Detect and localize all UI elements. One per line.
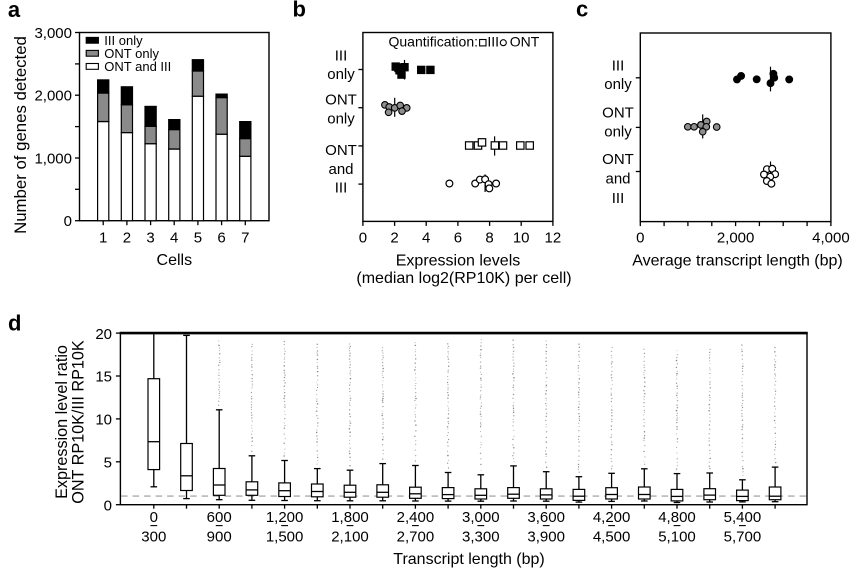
svg-text:1,500: 1,500 <box>266 528 304 545</box>
svg-text:10: 10 <box>95 412 112 429</box>
svg-text:5,100: 5,100 <box>658 528 696 545</box>
svg-text:3,300: 3,300 <box>462 528 500 545</box>
svg-text:1,800: 1,800 <box>331 509 369 526</box>
svg-text:d: d <box>8 311 21 336</box>
svg-text:4: 4 <box>422 229 430 246</box>
svg-text:III: III <box>335 48 348 65</box>
svg-text:III: III <box>487 33 499 49</box>
svg-text:15: 15 <box>95 369 112 386</box>
svg-text:ONT: ONT <box>325 142 357 159</box>
svg-text:0: 0 <box>150 509 158 526</box>
svg-text:2: 2 <box>390 229 398 246</box>
svg-text:3,000: 3,000 <box>34 25 72 42</box>
svg-text:8: 8 <box>485 229 493 246</box>
svg-text:only: only <box>327 111 355 128</box>
svg-text:2,000: 2,000 <box>717 229 755 246</box>
svg-text:6: 6 <box>217 230 225 247</box>
svg-text:1,200: 1,200 <box>266 509 304 526</box>
svg-text:Expression levels: Expression levels <box>396 253 521 270</box>
svg-text:only: only <box>604 124 632 141</box>
svg-text:III: III <box>335 179 348 196</box>
svg-text:only: only <box>327 66 355 83</box>
svg-text:0: 0 <box>64 213 72 230</box>
svg-text:b: b <box>293 0 306 22</box>
svg-text:3,900: 3,900 <box>527 528 565 545</box>
svg-text:III: III <box>612 190 625 207</box>
svg-text:2,700: 2,700 <box>397 528 435 545</box>
svg-text:2,100: 2,100 <box>331 528 369 545</box>
svg-text:2: 2 <box>123 230 131 247</box>
svg-text:Average transcript length (bp): Average transcript length (bp) <box>632 253 842 270</box>
svg-text:0: 0 <box>104 497 112 514</box>
svg-text:900: 900 <box>207 528 232 545</box>
svg-text:3,000: 3,000 <box>462 509 500 526</box>
svg-text:300: 300 <box>141 528 166 545</box>
svg-text:5,400: 5,400 <box>724 509 762 526</box>
svg-text:ONT: ONT <box>602 151 634 168</box>
svg-text:5,700: 5,700 <box>724 528 762 545</box>
svg-text:3,600: 3,600 <box>527 509 565 526</box>
svg-text:10: 10 <box>513 229 530 246</box>
svg-text:4,000: 4,000 <box>812 229 850 246</box>
svg-text:1,000: 1,000 <box>34 151 72 168</box>
svg-text:and: and <box>328 161 353 178</box>
svg-text:600: 600 <box>207 509 232 526</box>
svg-text:ONT: ONT <box>602 104 634 121</box>
svg-text:Number of genes detected: Number of genes detected <box>11 36 30 234</box>
svg-text:12: 12 <box>545 229 562 246</box>
svg-text:2,400: 2,400 <box>397 509 435 526</box>
svg-text:Expression level ratio: Expression level ratio <box>53 345 71 499</box>
svg-text:ONT: ONT <box>510 33 540 49</box>
svg-text:(median log2(RP10K) per cell): (median log2(RP10K) per cell) <box>356 270 571 287</box>
svg-text:3: 3 <box>146 230 154 247</box>
svg-text:5: 5 <box>194 230 202 247</box>
svg-text:0: 0 <box>636 229 644 246</box>
svg-text:0: 0 <box>359 229 367 246</box>
svg-text:4: 4 <box>170 230 178 247</box>
svg-text:a: a <box>8 0 21 22</box>
svg-text:ONT only: ONT only <box>104 46 159 61</box>
svg-text:5: 5 <box>104 455 112 472</box>
svg-text:III only: III only <box>104 33 143 48</box>
svg-text:and: and <box>605 170 630 187</box>
svg-text:c: c <box>576 0 588 22</box>
svg-text:III: III <box>612 58 625 75</box>
svg-text:1: 1 <box>99 230 107 247</box>
svg-text:Cells: Cells <box>157 252 193 269</box>
svg-text:ONT and III: ONT and III <box>104 59 171 74</box>
svg-text:20: 20 <box>95 326 112 343</box>
svg-text:ONT: ONT <box>325 92 357 109</box>
svg-text:4,800: 4,800 <box>658 509 696 526</box>
svg-text:6: 6 <box>454 229 462 246</box>
svg-text:7: 7 <box>241 230 249 247</box>
svg-text:ONT RP10K/III RP10K: ONT RP10K/III RP10K <box>70 340 88 504</box>
svg-text:Transcript length (bp): Transcript length (bp) <box>393 551 544 568</box>
svg-text:4,500: 4,500 <box>593 528 631 545</box>
svg-text:only: only <box>604 76 632 93</box>
svg-text:Quantification:: Quantification: <box>389 33 479 49</box>
svg-text:4,200: 4,200 <box>593 509 631 526</box>
svg-text:2,000: 2,000 <box>34 88 72 105</box>
